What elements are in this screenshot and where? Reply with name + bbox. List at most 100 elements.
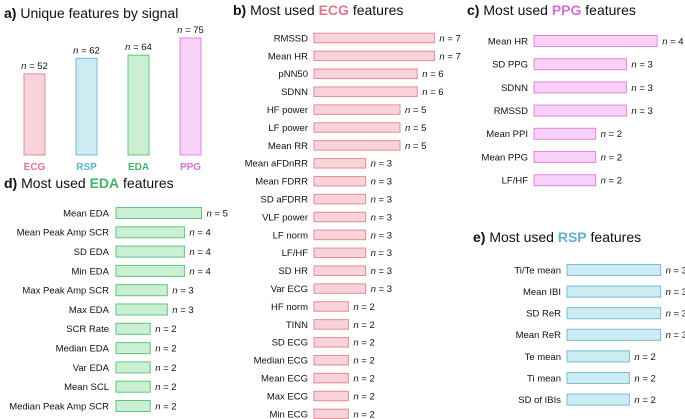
row-label-b-median-ecg: Median ECG: [254, 356, 308, 367]
row-label-e-sd-rer: SD ReR: [526, 309, 561, 320]
bar-label-b-sd-ecg: n = 2: [353, 338, 374, 349]
panel-c-title-letter: c): [467, 2, 483, 18]
bar-label-b-hf-norm: n = 2: [353, 302, 374, 313]
bar-b-lf-norm: [313, 229, 367, 241]
bar-b-median-ecg: [313, 354, 349, 366]
panel-e-title: e) Most used RSP features: [473, 229, 641, 245]
bar-eda: [127, 54, 150, 156]
bar-label-b-lf-hf-value: = 3: [376, 248, 392, 259]
category-label-eda: EDA: [128, 162, 149, 173]
bar-label-b-sd-ecg-n: n: [353, 338, 358, 349]
panel-b-title: b) Most used ECG features: [233, 2, 403, 18]
row-label-b-sd-hr: SD HR: [278, 266, 308, 277]
bar-label-e-mean-ibi: n = 3: [666, 287, 685, 298]
row-label-b-tinn: TINN: [286, 320, 308, 331]
bar-label-b-sd-afdrr: n = 3: [371, 195, 392, 206]
bar-label-ppg: n = 75: [177, 25, 204, 36]
bar-label-c-sd-ppg-value: = 3: [637, 60, 653, 71]
bar-label-e-mean-rer-n: n: [666, 330, 671, 341]
bar-label-b-sd-afdrr-n: n: [371, 195, 376, 206]
bar-label-b-vlf-power-n: n: [371, 212, 376, 223]
bar-d-median-peak-amp-scr: [115, 400, 151, 412]
bar-label-c-mean-hr-value: = 4: [667, 36, 683, 47]
row-label-b-vlf-power: VLF power: [262, 212, 308, 223]
bar-label-e-te-mean: n = 2: [634, 352, 655, 363]
bar-label-c-lf-hf-value: = 2: [606, 176, 622, 187]
bar-label-d-median-peak-amp-scr-n: n: [155, 401, 160, 412]
bar-e-te-mean: [566, 350, 630, 363]
bar-e-ti-mean: [566, 372, 630, 384]
bar-label-b-mean-afdnrr: n = 3: [371, 159, 392, 170]
row-label-c-lf-hf: LF/HF: [502, 176, 529, 187]
row-label-d-mean-peak-amp-scr: Mean Peak Amp SCR: [17, 228, 110, 239]
bar-label-d-mean-peak-amp-scr: n = 4: [189, 228, 210, 239]
bar-label-d-median-peak-amp-scr-value: = 2: [160, 401, 176, 412]
bar-label-b-pnn50: n = 6: [422, 69, 443, 80]
row-label-b-mean-hr: Mean HR: [268, 51, 308, 62]
bar-b-sd-ecg: [313, 337, 349, 348]
bar-b-min-ecg: [313, 408, 349, 419]
bar-label-c-sdnn-n: n: [631, 83, 636, 94]
panel-d-title-pre: Most used: [21, 175, 89, 191]
bar-d-mean-scl: [115, 380, 151, 393]
bar-label-c-mean-ppg: n = 2: [601, 152, 622, 163]
bar-label-e-ti-mean-n: n: [634, 373, 639, 384]
row-label-b-mean-ecg: Mean ECG: [261, 374, 308, 385]
bar-b-sd-afdrr: [313, 193, 367, 205]
bar-label-b-max-ecg-n: n: [353, 391, 358, 402]
panel-d-title: d) Most used EDA features: [4, 175, 174, 191]
bar-label-d-max-eda-value: = 3: [178, 305, 194, 316]
bar-label-b-mean-rr: n = 5: [405, 141, 426, 152]
bar-label-c-rmssd-n: n: [631, 106, 636, 117]
bar-label-b-sdnn-n: n: [422, 87, 427, 98]
bar-label-e-ti-te-mean-value: = 3: [671, 265, 685, 276]
bar-label-d-median-peak-amp-scr: n = 2: [155, 401, 176, 412]
bar-d-max-peak-amp-scr: [115, 284, 168, 297]
bar-label-b-mean-fdrr-n: n: [371, 177, 376, 188]
bar-label-e-ti-te-mean: n = 3: [666, 265, 685, 276]
bar-d-scr-rate: [115, 322, 151, 335]
bar-label-d-mean-peak-amp-scr-n: n: [189, 228, 194, 239]
bar-label-b-lf-norm-value: = 3: [376, 230, 392, 241]
row-label-d-median-eda: Median EDA: [56, 344, 110, 355]
bar-label-e-sd-of-ibis: n = 2: [634, 395, 655, 406]
bar-label-b-median-ecg-n: n: [353, 356, 358, 367]
bar-label-c-mean-ppg-value: = 2: [606, 152, 622, 163]
bar-label-e-sd-rer: n = 3: [666, 309, 685, 320]
bar-label-eda-value: = 64: [130, 42, 151, 53]
bar-b-var-ecg: [313, 283, 367, 294]
bar-label-e-sd-of-ibis-n: n: [634, 395, 639, 406]
bar-label-b-sdnn-value: = 6: [427, 87, 443, 98]
bar-d-sd-eda: [115, 245, 185, 258]
bar-label-c-sdnn: n = 3: [631, 83, 652, 94]
bar-label-d-sd-eda: n = 4: [189, 247, 210, 258]
bar-label-b-mean-rr-value: = 5: [410, 141, 426, 152]
panel-a-title-text: Unique features by signal: [20, 5, 178, 21]
bar-label-b-hf-norm-value: = 2: [359, 302, 375, 313]
bar-label-d-max-eda-n: n: [172, 305, 177, 316]
row-label-d-mean-scl: Mean SCL: [64, 382, 109, 393]
row-label-b-var-ecg: Var ECG: [271, 284, 308, 295]
bar-label-c-mean-ppi-value: = 2: [606, 129, 622, 140]
bar-label-d-mean-eda-n: n: [207, 208, 212, 219]
bar-label-e-mean-ibi-value: = 3: [671, 287, 685, 298]
bar-e-sd-rer: [566, 307, 662, 320]
bar-label-rsp-value: = 62: [78, 45, 99, 56]
bar-label-b-mean-hr: n = 7: [439, 51, 460, 62]
bar-c-mean-ppi: [533, 127, 597, 140]
bar-label-d-min-eda-n: n: [189, 266, 194, 277]
bar-label-d-median-eda: n = 2: [155, 344, 176, 355]
row-label-b-sd-ecg: SD ECG: [272, 338, 308, 349]
bar-label-e-mean-rer-value: = 3: [671, 330, 685, 341]
bar-label-b-tinn-n: n: [353, 320, 358, 331]
row-label-b-mean-fdrr: Mean FDRR: [255, 177, 308, 188]
bar-label-d-max-peak-amp-scr: n = 3: [172, 286, 193, 297]
bar-label-e-te-mean-n: n: [634, 352, 639, 363]
bar-label-d-max-eda: n = 3: [172, 305, 193, 316]
row-label-d-max-eda: Max EDA: [69, 305, 110, 316]
bar-ppg: [179, 37, 202, 156]
panel-d-title-post: features: [119, 175, 173, 191]
bar-d-mean-peak-amp-scr: [115, 226, 185, 239]
bar-c-sdnn: [533, 81, 627, 94]
